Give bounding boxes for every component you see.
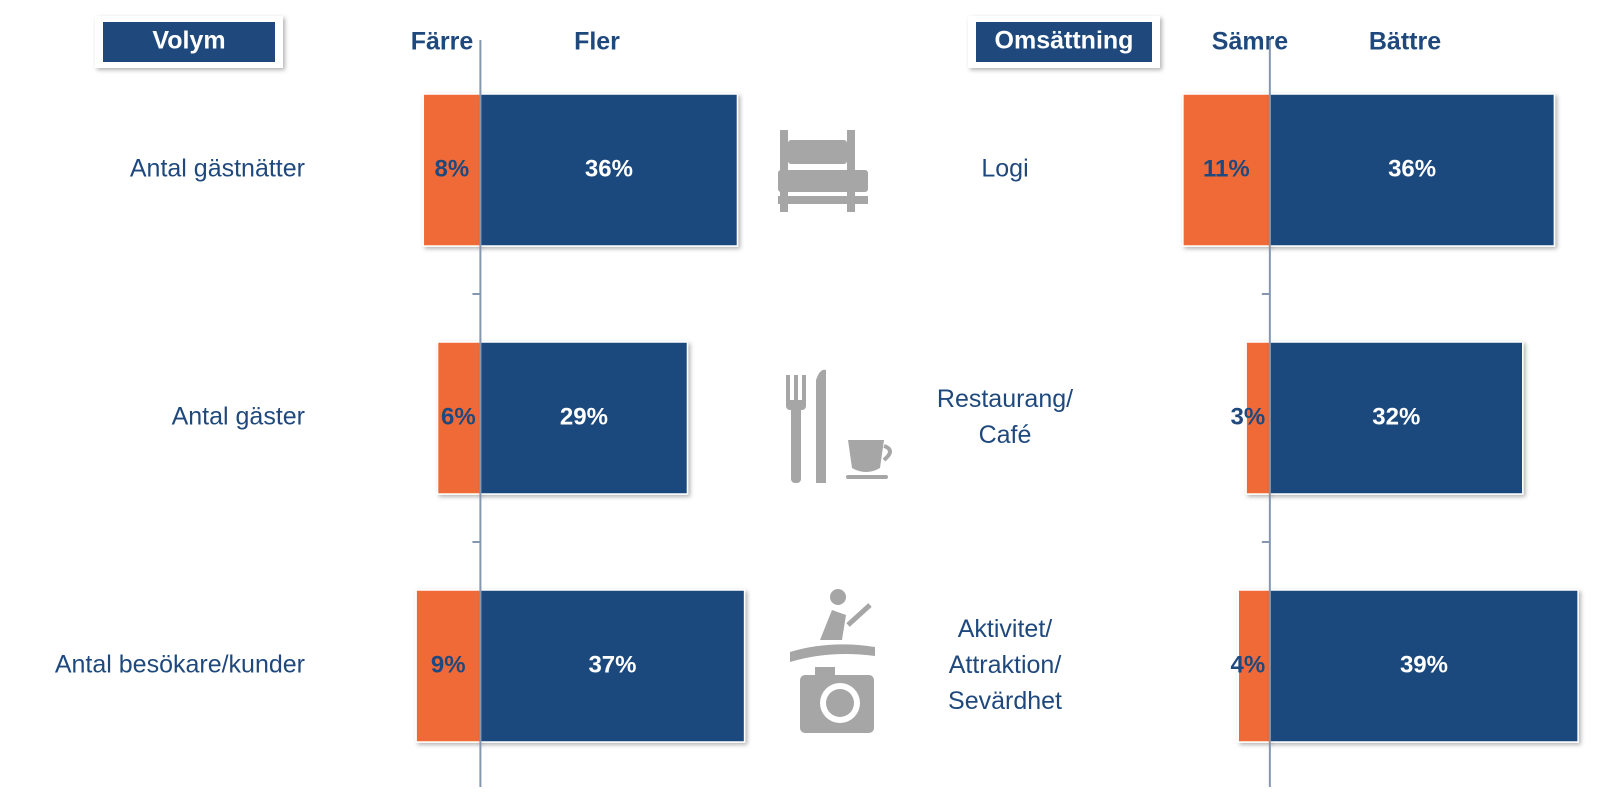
bed-icon (778, 130, 868, 212)
value-label: 9% (431, 651, 466, 678)
category-label: Aktivitet/Attraktion/Sevärdhet (948, 615, 1062, 715)
value-label: 6% (441, 403, 476, 430)
category-label: Antal gästnätter (130, 155, 305, 183)
value-label: 37% (588, 651, 636, 678)
value-label: 11% (1203, 155, 1250, 182)
legend-label: Bättre (1369, 28, 1441, 56)
title-box-fill (103, 22, 275, 62)
bar (1182, 93, 1271, 247)
value-label: 4% (1231, 651, 1266, 678)
category-label: Antal besökare/kunder (55, 651, 305, 679)
bar (1237, 589, 1271, 743)
bar (1269, 589, 1579, 743)
bar (422, 93, 482, 247)
bar (1269, 93, 1556, 247)
bar (479, 589, 746, 743)
category-label: Restaurang/Café (937, 385, 1073, 449)
value-label: 8% (434, 155, 469, 182)
value-label: 32% (1372, 403, 1420, 430)
value-label: 39% (1400, 651, 1448, 678)
legend-label: Sämre (1212, 28, 1289, 56)
value-label: 29% (560, 403, 608, 430)
title-box-fill (976, 22, 1152, 62)
category-label: Logi (981, 155, 1028, 183)
category-label: Antal gäster (172, 403, 305, 431)
activity-icon (790, 589, 875, 733)
bar (1269, 341, 1524, 495)
chart-title: Omsättning (995, 27, 1134, 55)
value-label: 36% (585, 155, 633, 182)
chart-title: Volym (152, 27, 225, 55)
legend-label: Fler (574, 28, 620, 56)
legend-label: Färre (411, 28, 474, 56)
bar (479, 93, 739, 247)
food-icon (786, 369, 892, 483)
value-label: 3% (1231, 403, 1266, 430)
value-label: 36% (1388, 155, 1436, 182)
